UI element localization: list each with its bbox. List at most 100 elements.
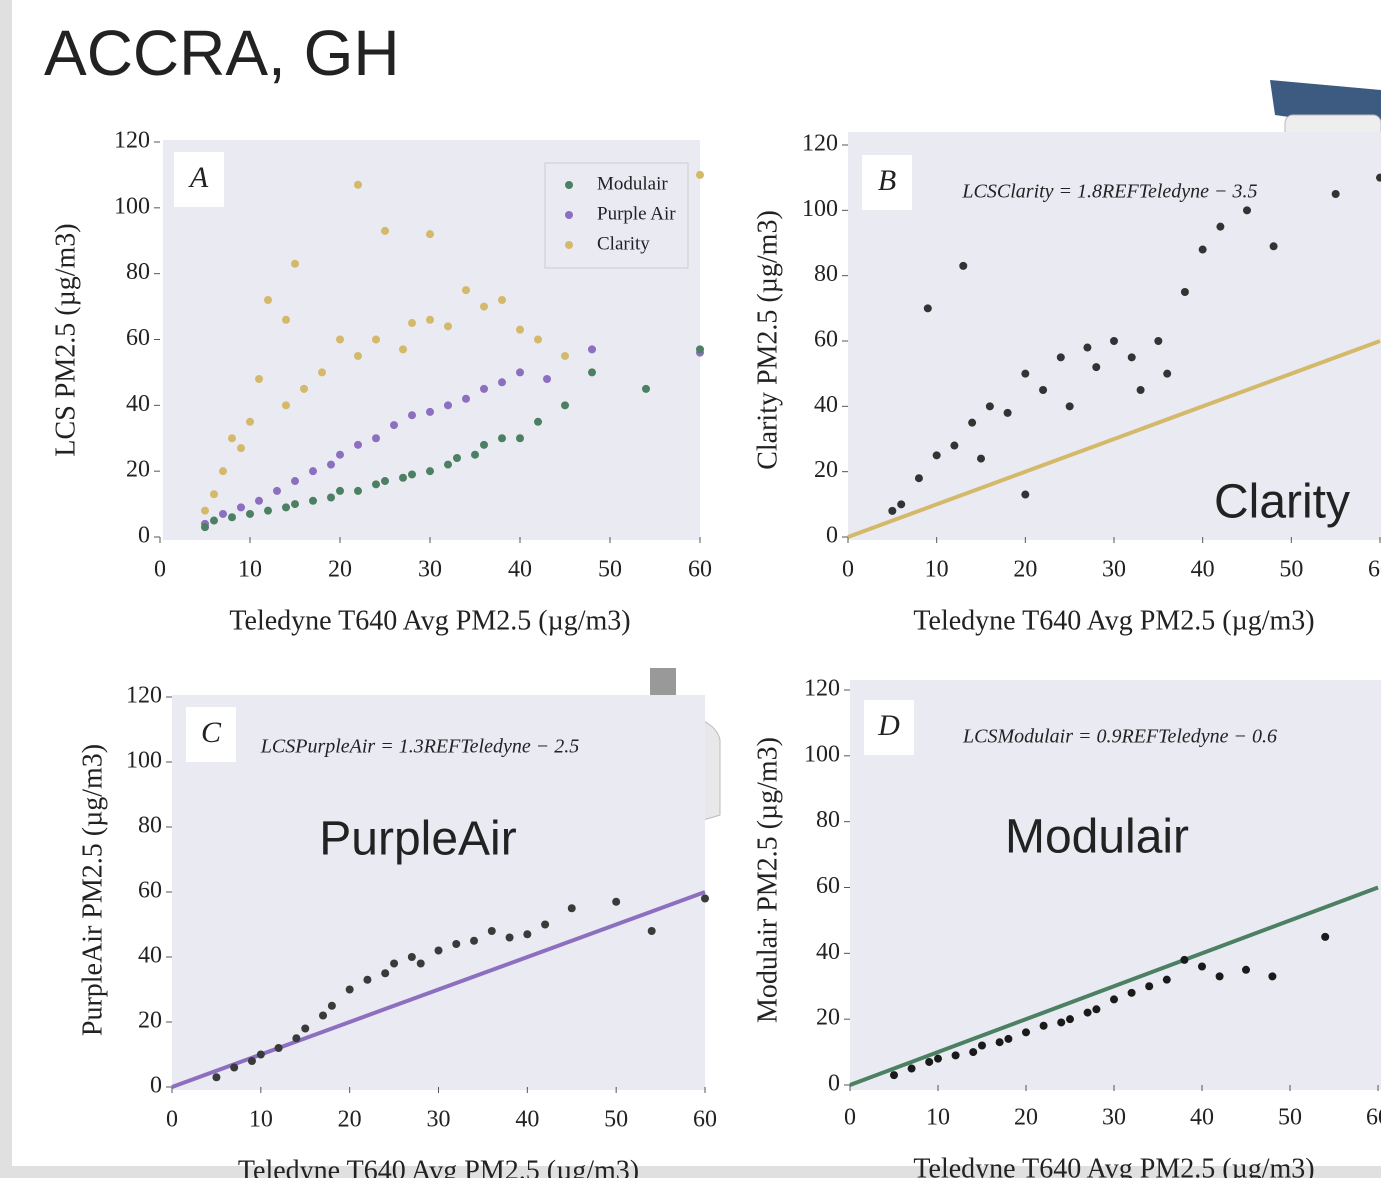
legend-label: Clarity [597, 233, 650, 254]
point [201, 506, 209, 515]
point [516, 368, 524, 377]
point [462, 394, 470, 403]
point [1110, 337, 1118, 345]
point [897, 500, 906, 509]
point [1269, 242, 1278, 251]
x-tick-label: 30 [427, 1107, 451, 1133]
point [1092, 1005, 1101, 1014]
x-tick-label: 20 [1013, 557, 1037, 583]
left-strip [0, 0, 12, 1178]
x-tick-label: 30 [1102, 557, 1126, 583]
x-tick-label: 10 [238, 557, 262, 583]
plot-background [848, 132, 1381, 540]
point [561, 401, 569, 410]
point [372, 434, 380, 443]
point [444, 401, 452, 410]
point [336, 486, 344, 495]
panel: 0 20 40 60 80 100 120 0 10 20 30 40 50 60 Teledyne T64… [752, 131, 1381, 636]
x-tick-label: 10 [925, 557, 949, 583]
y-tick-label: 60 [126, 325, 150, 351]
point [390, 959, 399, 968]
point [696, 170, 704, 179]
point [426, 315, 434, 324]
legend-marker [565, 241, 573, 249]
y-tick-label: 60 [816, 873, 840, 899]
point [444, 460, 452, 469]
y-tick-label: 80 [814, 261, 838, 287]
point [1110, 995, 1118, 1004]
point [264, 296, 272, 304]
x-tick-label: 50 [1278, 1105, 1302, 1131]
panel-label-box [862, 155, 912, 210]
point [372, 335, 380, 344]
x-tick-label: 60 [1368, 557, 1381, 583]
y-tick-label: 80 [126, 259, 150, 285]
x-tick-label: 40 [1190, 1105, 1214, 1131]
point [1376, 173, 1381, 182]
x-axis-title: Teledyne T640 Avg PM2.5 (µg/m3) [913, 605, 1314, 636]
x-axis-title: Teledyne T640 Avg PM2.5 (µg/m3) [229, 605, 630, 636]
point [498, 434, 506, 443]
x-tick-label: 20 [328, 557, 352, 583]
point [201, 523, 209, 532]
point [969, 1048, 978, 1057]
y-axis-title: PurpleAir PM2.5 (µg/m3) [77, 744, 108, 1036]
y-axis-title: Clarity PM2.5 (µg/m3) [752, 210, 783, 470]
point [255, 375, 263, 383]
point [907, 1064, 916, 1073]
point [273, 486, 281, 495]
annotation: Clarity [1214, 476, 1350, 529]
point [985, 402, 994, 411]
x-tick-label: 0 [842, 557, 854, 583]
point [354, 351, 362, 360]
fit-line [847, 339, 1381, 539]
point [444, 322, 452, 331]
point [1331, 190, 1340, 198]
point [696, 345, 704, 354]
panel-label: A [188, 161, 209, 194]
bottom-strip [0, 1166, 1381, 1178]
point [301, 1024, 310, 1033]
point [318, 368, 326, 377]
point [647, 927, 656, 935]
y-tick-label: 120 [126, 683, 162, 709]
point [309, 496, 317, 505]
x-tick-label: 10 [926, 1105, 950, 1131]
point [950, 441, 959, 450]
point [291, 259, 299, 268]
x-tick-label: 0 [154, 557, 166, 583]
point [246, 417, 254, 426]
y-tick-label: 100 [804, 741, 840, 767]
point [1154, 337, 1163, 345]
point [408, 319, 416, 328]
y-axis-title: Modulair PM2.5 (µg/m3) [752, 737, 783, 1023]
point [336, 450, 344, 459]
x-tick-label: 40 [508, 557, 532, 583]
point [1083, 343, 1092, 352]
point [498, 378, 506, 387]
panel: 0 20 40 60 80 100 120 0 10 20 30 40 50 60 Teledyne T64… [77, 683, 717, 1178]
point [228, 434, 236, 443]
point [1066, 1015, 1074, 1024]
point [1180, 955, 1189, 964]
point [399, 345, 407, 354]
point [212, 1073, 221, 1082]
x-tick-label: 40 [515, 1107, 539, 1133]
point [1021, 490, 1030, 499]
point [354, 486, 362, 495]
point [210, 490, 218, 499]
point [237, 444, 245, 453]
point [230, 1063, 239, 1072]
panel: 0 20 40 60 80 100 120 0 10 20 30 40 50 60 Teledyne T64… [752, 676, 1381, 1178]
point [309, 467, 317, 476]
point [541, 920, 550, 929]
x-tick-label: 50 [598, 557, 622, 583]
point [336, 335, 344, 344]
point [914, 474, 923, 483]
point [1163, 369, 1172, 378]
point [480, 384, 488, 393]
y-tick-label: 40 [138, 943, 162, 969]
x-tick-label: 0 [844, 1105, 856, 1131]
point [210, 516, 218, 525]
point [319, 1011, 328, 1020]
